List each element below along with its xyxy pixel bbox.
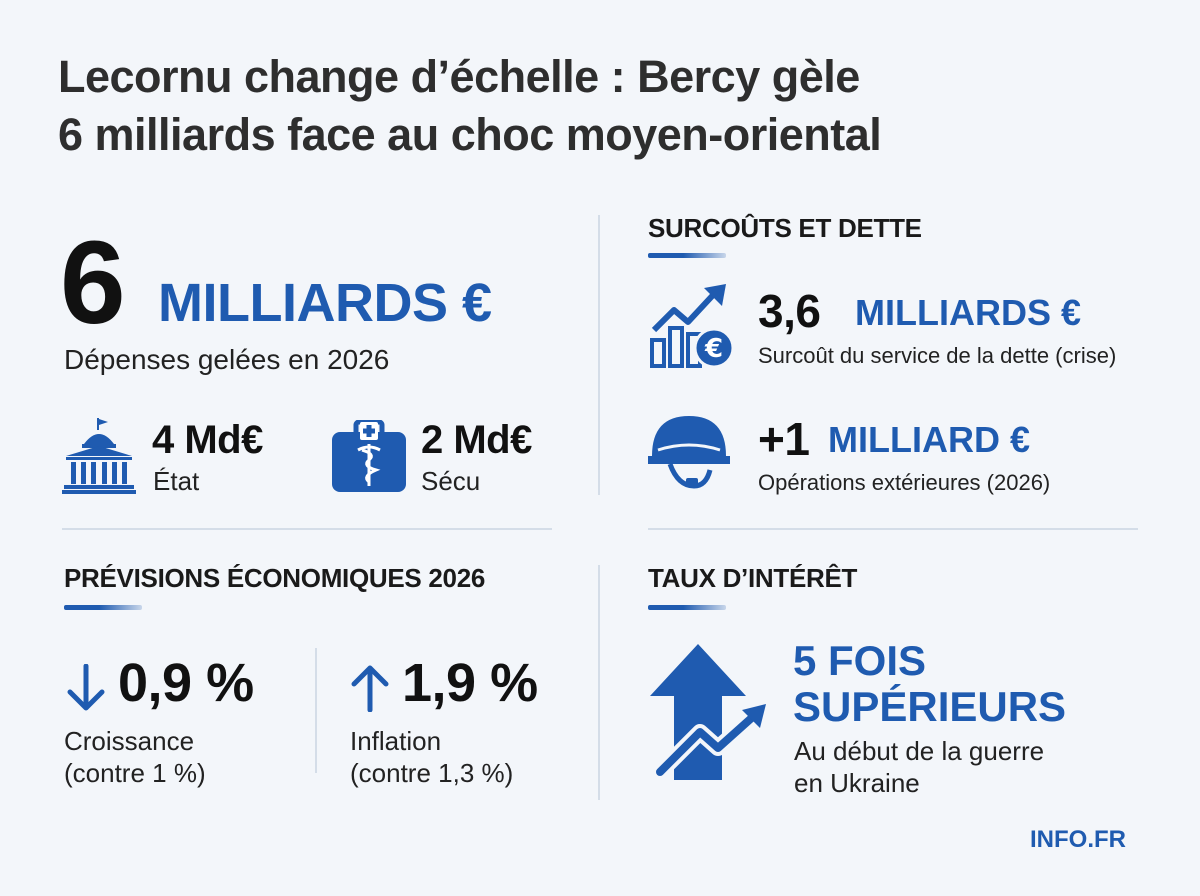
forecasts-heading-underline xyxy=(64,605,142,610)
inflation-value: 1,9 % xyxy=(402,653,538,713)
frozen-unit: MILLIARDS € xyxy=(158,273,492,333)
vertical-divider-top xyxy=(598,215,600,495)
etat-label: État xyxy=(153,466,200,496)
rising-chart-euro-icon: € xyxy=(648,282,736,370)
up-arrow-trend-icon xyxy=(648,640,778,780)
government-building-icon xyxy=(62,418,136,494)
arrow-down-icon xyxy=(66,663,106,712)
rates-heading: TAUX D’INTÉRÊT xyxy=(648,563,858,593)
rates-line-2: SUPÉRIEURS xyxy=(793,683,1067,730)
secu-value: 2 Md€ xyxy=(421,418,532,462)
growth-label: Croissance xyxy=(64,726,195,756)
rates-line-1: 5 FOIS xyxy=(793,637,927,684)
brand-logo[interactable]: INFO.FR xyxy=(1030,826,1126,853)
frozen-value: 6 xyxy=(60,217,126,349)
etat-value: 4 Md€ xyxy=(152,418,263,462)
arrow-up-icon xyxy=(350,664,390,713)
medical-kit-icon xyxy=(332,419,406,494)
debt-unit: MILLIARDS € xyxy=(855,292,1082,333)
frozen-description: Dépenses gelées en 2026 xyxy=(64,344,390,375)
opex-description: Opérations extérieures (2026) xyxy=(758,470,1051,495)
opex-value: +1 xyxy=(758,413,810,465)
growth-value: 0,9 % xyxy=(118,653,254,713)
costs-heading: SURCOÛTS ET DETTE xyxy=(648,213,922,243)
svg-text:€: € xyxy=(704,334,723,364)
horizontal-divider-right xyxy=(648,528,1138,530)
title-line-2: 6 milliards face au choc moyen-oriental xyxy=(58,109,882,160)
page-title: Lecornu change d’échelle : Bercy gèle 6 … xyxy=(58,48,1158,164)
secu-label: Sécu xyxy=(421,466,481,496)
military-helmet-icon xyxy=(648,410,730,490)
debt-value: 3,6 xyxy=(758,285,821,337)
vertical-divider-bottom xyxy=(598,565,600,800)
costs-heading-underline xyxy=(648,253,726,258)
rates-heading-underline xyxy=(648,605,726,610)
rates-desc-1: Au début de la guerre xyxy=(794,736,1045,766)
rates-desc-2: en Ukraine xyxy=(794,768,920,798)
forecast-divider xyxy=(315,648,317,773)
debt-description: Surcoût du service de la dette (crise) xyxy=(758,343,1117,368)
opex-unit: MILLIARD € xyxy=(828,419,1030,460)
growth-note: (contre 1 %) xyxy=(64,758,206,788)
inflation-note: (contre 1,3 %) xyxy=(350,758,514,788)
forecasts-heading: PRÉVISIONS ÉCONOMIQUES 2026 xyxy=(64,563,486,593)
horizontal-divider-left xyxy=(62,528,552,530)
inflation-label: Inflation xyxy=(350,726,442,756)
title-line-1: Lecornu change d’échelle : Bercy gèle xyxy=(58,51,860,102)
